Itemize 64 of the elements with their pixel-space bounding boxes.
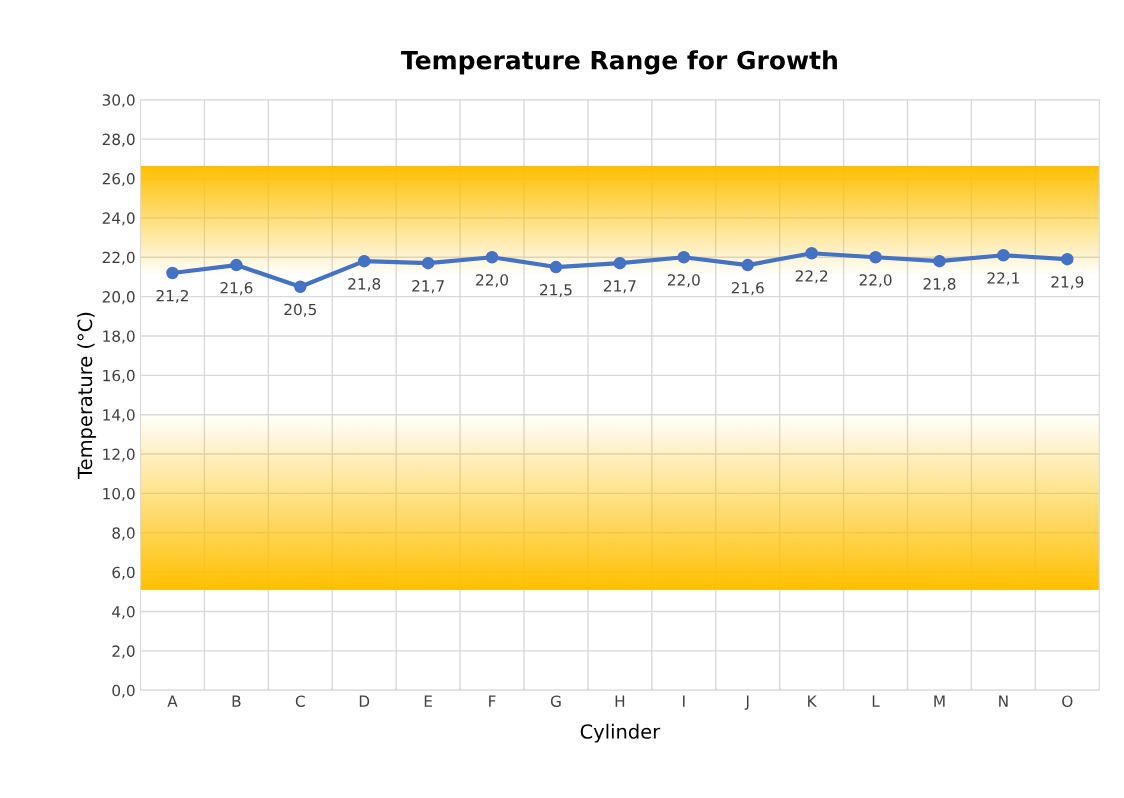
data-label: 22,0 <box>667 274 700 288</box>
y-tick-label: 26,0 <box>102 172 135 187</box>
x-tick-label: C <box>295 695 305 707</box>
x-tick-label: G <box>550 695 561 707</box>
point <box>1061 252 1074 266</box>
y-tick-label: 24,0 <box>102 212 135 226</box>
data-label: 22,2 <box>795 270 828 284</box>
point <box>997 249 1010 262</box>
point <box>677 250 691 264</box>
data-label: 20,5 <box>284 303 316 317</box>
point <box>869 250 882 264</box>
point <box>294 280 307 293</box>
x-tick-label: N <box>999 695 1008 707</box>
x-tick-label: L <box>872 695 880 707</box>
data-label: 21,7 <box>604 280 636 294</box>
data-label: 22,0 <box>859 274 892 288</box>
x-tick-label: K <box>808 695 817 707</box>
y-tick-label: 22,0 <box>102 251 135 265</box>
y-tick-label: 30,0 <box>102 94 135 108</box>
point <box>741 258 754 272</box>
point <box>485 250 499 264</box>
y-tick-label: 0,0 <box>112 684 135 698</box>
x-tick-label: B <box>232 695 241 707</box>
x-tick-label: M <box>934 695 945 707</box>
x-tick-label: F <box>489 695 496 707</box>
y-tick-label: 16,0 <box>103 369 135 383</box>
y-tick-label: 10,0 <box>103 487 135 502</box>
point <box>166 266 179 280</box>
y-tick-label: 18,0 <box>103 330 135 344</box>
y-tick-label: 6,0 <box>112 566 135 580</box>
x-tick-label: H <box>615 695 625 707</box>
y-tick-label: 8,0 <box>112 527 135 541</box>
x-tick-label: J <box>744 695 749 710</box>
point <box>933 254 946 268</box>
point <box>357 254 371 268</box>
x-axis-title: Cylinder <box>580 723 661 743</box>
x-tick-label: E <box>424 695 432 707</box>
point <box>613 256 627 270</box>
y-tick-label: 2,0 <box>112 645 135 659</box>
x-tick-label: A <box>167 695 178 707</box>
data-label: 21,6 <box>731 282 764 296</box>
data-label: 22,0 <box>476 274 509 288</box>
point <box>549 260 563 274</box>
y-tick-label: 12,0 <box>103 448 135 462</box>
data-label: 21,2 <box>156 289 188 304</box>
x-tick-label: I <box>683 695 685 707</box>
data-label: 21,7 <box>412 280 444 294</box>
data-label: 22,1 <box>987 272 1019 286</box>
y-tick-label: 4,0 <box>112 606 135 620</box>
chart-title: Temperature Range for Growth <box>401 50 837 75</box>
data-label: 21,8 <box>348 278 381 292</box>
point <box>421 256 435 270</box>
point <box>230 258 243 272</box>
data-label: 21,9 <box>1051 276 1084 290</box>
y-tick-label: 14,0 <box>103 409 135 423</box>
y-axis-title: Temperature (°C) <box>77 312 97 479</box>
data-label: 21,8 <box>923 278 956 292</box>
data-label: 21,5 <box>540 284 572 298</box>
data-label: 21,6 <box>220 282 253 296</box>
y-tick-label: 20,0 <box>102 291 135 305</box>
x-tick-label: O <box>1062 695 1073 707</box>
x-tick-label: D <box>359 695 370 707</box>
y-tick-label: 28,0 <box>102 133 135 147</box>
point <box>805 247 818 260</box>
